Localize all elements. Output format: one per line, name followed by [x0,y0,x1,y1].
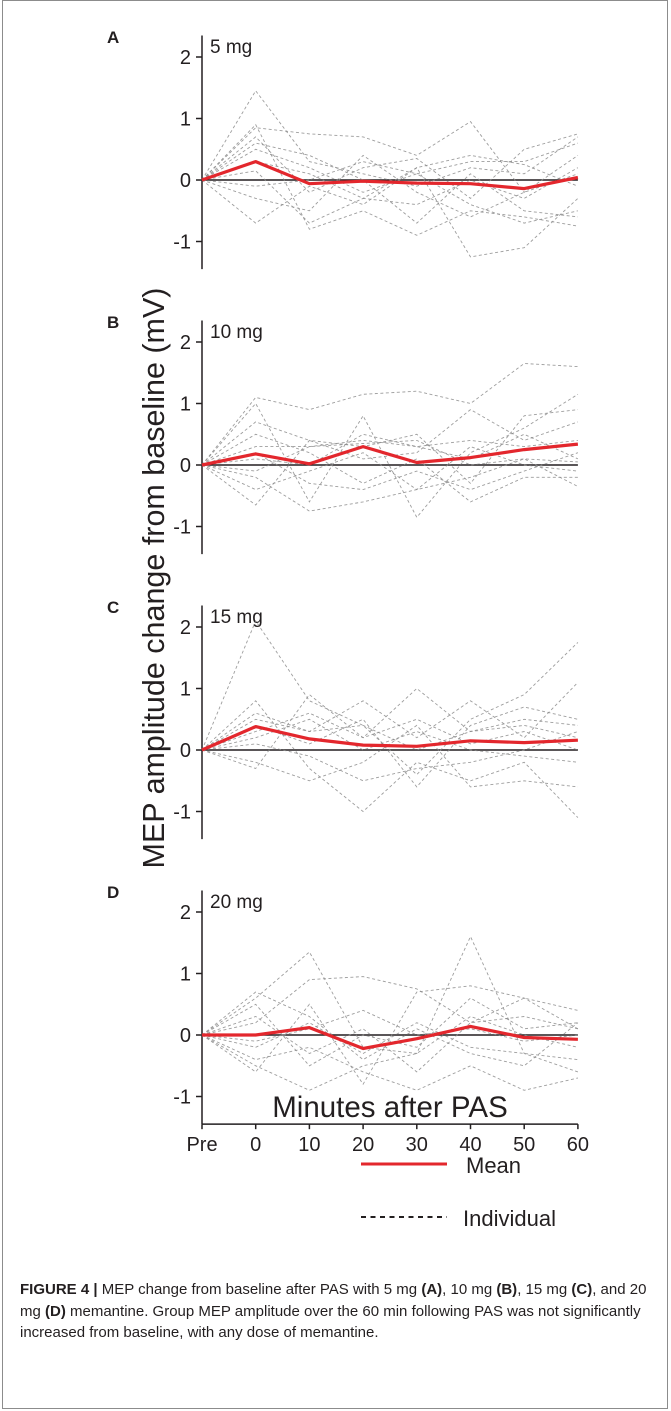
individual-line [201,452,579,491]
y-tick-label: 2 [180,332,191,354]
individual-line [201,935,579,1073]
caption-text-3: , 15 mg [517,1281,572,1298]
y-tick-label: 2 [180,902,191,924]
individual-line [201,409,579,466]
individual-line [201,1009,578,1042]
panel-letter: C [107,598,119,617]
x-tick-label: 10 [298,1134,320,1156]
individual-line [201,439,578,466]
panel-c: C 15 mg 2 1 0 -1 [107,598,579,840]
y-tick-label: 0 [180,455,191,477]
y-tick-label: -1 [173,1087,191,1109]
caption-text-5: memantine. Group MEP amplitude over the … [20,1302,641,1342]
panel-letter: B [107,313,119,332]
individual-line [201,619,579,776]
panel-d: D 20 mg 2 1 0 -1 [107,883,579,1125]
panel-letter: D [107,883,119,902]
individual-line [201,991,579,1067]
individual-line [201,976,579,1036]
x-tick-label: 50 [513,1134,535,1156]
mean-line [202,1024,578,1051]
x-axis-ticks: Pre 0 10 20 30 40 50 60 [186,1123,589,1156]
individual-line [201,154,579,224]
individual-line [201,89,579,187]
panel-letter: A [107,28,119,47]
individual-line [201,123,578,236]
caption-text-1: MEP change from baseline after PAS with … [97,1281,422,1298]
caption-ref-c: (C) [571,1281,593,1298]
y-tick-label: 0 [180,170,191,192]
mean-line [201,442,579,467]
y-tick-label: 1 [180,964,191,986]
y-tick-label: -1 [173,517,191,539]
y-tick-label: 1 [180,109,191,131]
individual-line [201,1022,578,1061]
individual-line [201,142,578,224]
individual-line [201,167,579,258]
panel-b: B 10 mg 2 1 0 -1 [107,313,579,555]
y-tick-label: 0 [180,1025,191,1047]
figure-caption: FIGURE 4 | MEP change from baseline afte… [20,1279,652,1344]
figure-label: FIGURE 4 | [20,1281,98,1298]
legend: Mean Individual [361,1153,556,1231]
caption-ref-b: (B) [496,1281,518,1298]
individual-line [201,393,579,519]
caption-text-4: , and 20 mg [20,1281,647,1320]
y-tick-label: 2 [180,617,191,639]
individual-line [201,997,578,1067]
x-tick-label: 40 [459,1134,481,1156]
panel-a: A 5 mg 2 1 0 -1 [107,28,579,270]
legend-individual-label: Individual [463,1206,556,1231]
y-tick-label: -1 [173,232,191,254]
x-axis-label: Minutes after PAS [272,1091,508,1124]
individual-line [201,439,578,472]
individual-line [201,133,579,199]
individual-line [201,1016,579,1073]
x-tick-label: 20 [352,1134,374,1156]
y-tick-label: 1 [180,394,191,416]
x-tick-label: 60 [567,1134,589,1156]
individual-line [201,142,579,187]
panel-dose-label: 15 mg [210,607,263,628]
individual-line [201,120,579,193]
individual-line [201,731,579,782]
y-tick-label: 1 [180,679,191,701]
panel-dose-label: 5 mg [210,37,252,58]
individual-line [201,682,579,751]
y-tick-label: -1 [173,802,191,824]
individual-line [201,724,578,788]
y-tick-label: 0 [180,740,191,762]
individual-line [201,446,578,491]
individual-line [201,161,579,206]
individual-line [201,433,578,503]
caption-ref-a: (A) [421,1281,443,1298]
x-tick-label: Pre [186,1134,217,1156]
mean-line [201,160,579,191]
individual-line [201,1034,579,1091]
panels-layer: A 5 mg 2 1 0 -1 B 10 mg 2 1 0 -1 C 15 mg 2 1 0 -1 D 20 mg 2 1… [107,28,579,1125]
x-tick-label: 30 [406,1134,428,1156]
caption-ref-d: (D) [45,1302,66,1320]
panel-dose-label: 10 mg [210,322,263,343]
individual-line [201,409,578,506]
caption-text-2: , 10 mg [442,1281,497,1298]
individual-line [201,985,579,1086]
x-tick-label: 0 [250,1134,261,1156]
individual-line [201,363,578,466]
individual-line [201,718,578,763]
y-tick-label: 2 [180,47,191,69]
individual-line [201,687,578,770]
individual-line [201,718,579,751]
individual-line [201,154,579,218]
individual-line [201,1016,579,1091]
individual-line [201,700,579,818]
panel-dose-label: 20 mg [210,892,263,913]
mean-line [201,724,578,752]
individual-line [201,433,579,466]
legend-mean-label: Mean [466,1153,521,1178]
y-axis-label: MEP amplitude change from baseline (mV) [137,288,171,869]
